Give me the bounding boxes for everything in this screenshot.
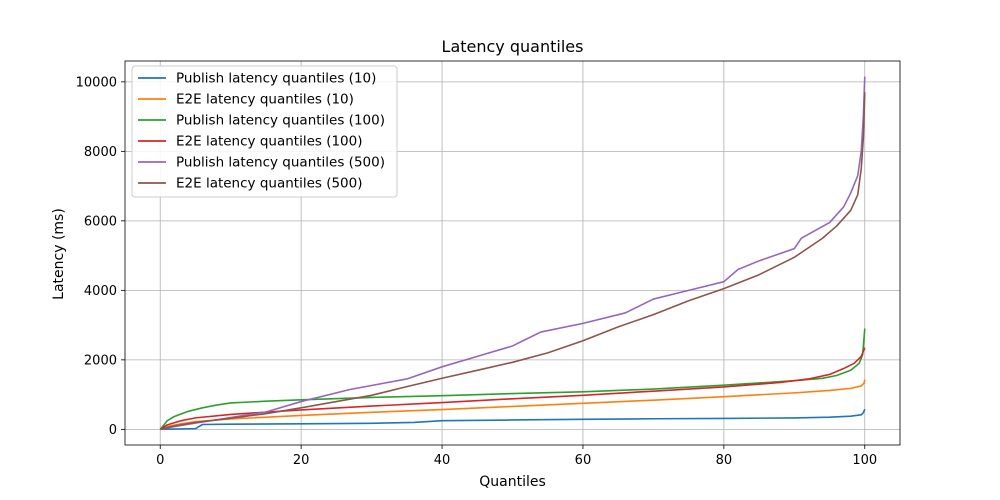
x-tick-label: 0	[156, 453, 164, 468]
legend-label-2: E2E latency quantiles (10)	[176, 92, 354, 108]
legend-label-6: E2E latency quantiles (500)	[176, 176, 363, 192]
y-tick-label: 2000	[84, 353, 117, 368]
x-tick-label: 80	[716, 453, 733, 468]
series-line-5	[160, 76, 866, 431]
series-line-3	[159, 328, 866, 430]
y-tick-label: 0	[109, 423, 117, 438]
series-line-1	[160, 408, 866, 431]
chart-title: Latency quantiles	[442, 37, 584, 56]
series-line-6	[160, 92, 866, 431]
y-tick-label: 8000	[84, 145, 117, 160]
plot-frame	[124, 60, 901, 446]
ticks: 0 20 40 60 80 100 0 2000 4000 6000 8000 10000	[76, 75, 878, 468]
grid	[125, 61, 900, 445]
legend-label-4: E2E latency quantiles (100)	[176, 134, 363, 150]
y-tick-label: 10000	[76, 75, 117, 90]
x-tick-label: 100	[852, 453, 877, 468]
y-tick-label: 4000	[84, 284, 117, 299]
legend-box	[131, 65, 398, 198]
y-axis-title: Latency (ms)	[51, 208, 67, 300]
x-tick-label: 60	[575, 453, 592, 468]
y-tick-label: 6000	[84, 214, 117, 229]
x-tick-label: 20	[293, 453, 310, 468]
legend-label-1: Publish latency quantiles (10)	[176, 71, 376, 87]
series-layer	[159, 76, 866, 431]
legend-label-3: Publish latency quantiles (100)	[176, 113, 385, 129]
x-axis-title: Quantiles	[479, 474, 546, 490]
legend: Publish latency quantiles (10) E2E latenc…	[131, 65, 398, 198]
x-tick-label: 40	[434, 453, 451, 468]
series-line-4	[159, 347, 866, 431]
legend-label-5: Publish latency quantiles (500)	[176, 155, 385, 171]
